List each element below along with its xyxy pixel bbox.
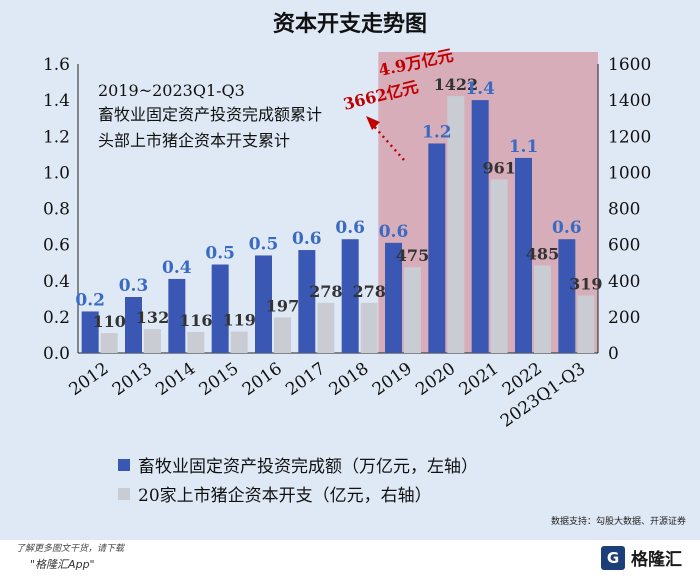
x-tick-label: 2017 (282, 359, 329, 400)
x-tick-label: 2016 (239, 359, 286, 400)
bar-capex (317, 302, 335, 353)
bar-capex (274, 317, 291, 353)
bar-investment (515, 157, 532, 353)
x-tick-label: 2013 (109, 359, 156, 400)
y-left-tick-label: 0.2 (43, 308, 70, 328)
legend-swatch-capex (118, 487, 130, 500)
data-label-investment: 0.3 (119, 276, 149, 296)
x-tick-label: 2021 (456, 359, 503, 400)
y-left-tick-label: 1.4 (43, 91, 70, 111)
legend-item-investment: 畜牧业固定资产投资完成额（万亿元，左轴） (118, 452, 478, 477)
x-tick-label: 2012 (66, 359, 113, 400)
chart-title: 资本开支走势图 (272, 12, 427, 37)
y-left-tick-label: 0.4 (43, 272, 70, 292)
bar-capex (144, 329, 161, 353)
bar-capex (187, 332, 205, 353)
bar-capex (360, 302, 378, 353)
annotation-period: 2019~2023Q1-Q3 (98, 81, 245, 100)
y-right-tick-label: 0 (608, 344, 619, 364)
x-tick-label: 2015 (196, 359, 243, 400)
data-label-capex: 485 (526, 244, 559, 263)
bar-chart: 0.00.20.40.60.81.01.21.41.60200400600800… (43, 46, 651, 432)
footer-app-name: "格隆汇App" (30, 558, 95, 571)
annotation-capex-text: 头部上市猪企资本开支累计 (98, 131, 290, 150)
data-label-capex: 278 (352, 282, 385, 301)
bar-investment (211, 264, 229, 353)
y-right-tick-label: 400 (608, 272, 640, 292)
bar-investment (298, 250, 316, 353)
data-label-investment: 0.5 (249, 234, 279, 254)
data-label-capex: 110 (92, 312, 125, 331)
bar-capex (100, 333, 118, 353)
y-right-tick-label: 600 (608, 236, 640, 256)
data-label-capex: 197 (266, 296, 299, 315)
y-right-tick-label: 1400 (608, 91, 651, 111)
data-label-investment: 0.4 (162, 258, 192, 278)
footer-note: 了解更多图文干货，请下载 (16, 544, 125, 554)
x-tick-label: 2014 (152, 359, 199, 400)
bar-investment (255, 255, 272, 353)
data-label-investment: 0.5 (205, 243, 235, 263)
data-label-capex: 961 (482, 158, 515, 177)
legend-item-capex: 20家上市猪企资本开支（亿元，右轴） (118, 481, 432, 506)
y-left-tick-label: 0.6 (43, 236, 70, 256)
bar-investment (428, 143, 446, 353)
bar-investment (125, 297, 142, 353)
bar-investment (341, 239, 359, 353)
data-label-capex: 319 (569, 274, 602, 293)
x-tick-label: 2020 (412, 359, 459, 400)
data-source: 数据支持：勾股大数据、开源证券 (550, 517, 686, 527)
bar-investment (558, 239, 576, 353)
data-label-investment: 1.2 (422, 122, 452, 142)
bar-capex (534, 265, 551, 353)
logo-text: 格隆汇 (631, 550, 682, 570)
data-label-capex: 119 (222, 311, 255, 330)
y-left-tick-label: 1.6 (43, 55, 70, 75)
data-label-investment: 0.2 (75, 290, 105, 310)
annotation-investment-text: 畜牧业固定资产投资完成额累计 (98, 105, 322, 124)
data-label-capex: 475 (396, 246, 429, 265)
bar-investment (471, 100, 489, 353)
data-label-capex: 278 (309, 282, 342, 301)
bar-capex (404, 267, 421, 353)
y-right-tick-label: 1200 (608, 127, 651, 147)
data-label-capex: 132 (136, 308, 169, 327)
legend-label-capex: 20家上市猪企资本开支（亿元，右轴） (138, 486, 432, 506)
bar-capex (230, 331, 248, 353)
bar-investment (81, 311, 99, 353)
data-label-investment: 0.6 (335, 218, 365, 238)
y-left-tick-label: 0.8 (43, 200, 70, 220)
y-left-tick-label: 0.0 (43, 344, 70, 364)
x-tick-label: 2019 (369, 359, 416, 400)
bar-capex (490, 179, 508, 353)
y-right-tick-label: 1000 (608, 163, 651, 183)
y-right-tick-label: 1600 (608, 55, 651, 75)
annotation-arrow-head (366, 116, 380, 130)
annotation-arrow-line (371, 123, 405, 161)
y-left-tick-label: 1.0 (43, 163, 70, 183)
bar-investment (168, 278, 186, 353)
data-label-investment: 0.6 (379, 222, 409, 242)
data-label-capex: 1422 (434, 75, 479, 94)
data-label-investment: 0.6 (552, 218, 582, 238)
y-right-tick-label: 200 (608, 308, 640, 328)
legend-swatch-investment (118, 458, 130, 471)
x-tick-label: 2018 (326, 359, 373, 400)
brand-logo: G 格隆汇 (601, 545, 682, 570)
y-left-tick-label: 1.2 (43, 127, 70, 147)
y-right-tick-label: 800 (608, 200, 640, 220)
data-label-capex: 116 (179, 311, 212, 330)
logo-icon: G (601, 545, 625, 570)
data-label-investment: 1.1 (509, 137, 539, 157)
bar-capex (577, 295, 595, 353)
bar-capex (447, 96, 465, 354)
bar-investment (385, 242, 402, 353)
legend-label-investment: 畜牧业固定资产投资完成额（万亿元，左轴） (138, 457, 478, 477)
data-label-investment: 0.6 (292, 229, 322, 249)
data-label-investment: 1.4 (465, 79, 495, 99)
